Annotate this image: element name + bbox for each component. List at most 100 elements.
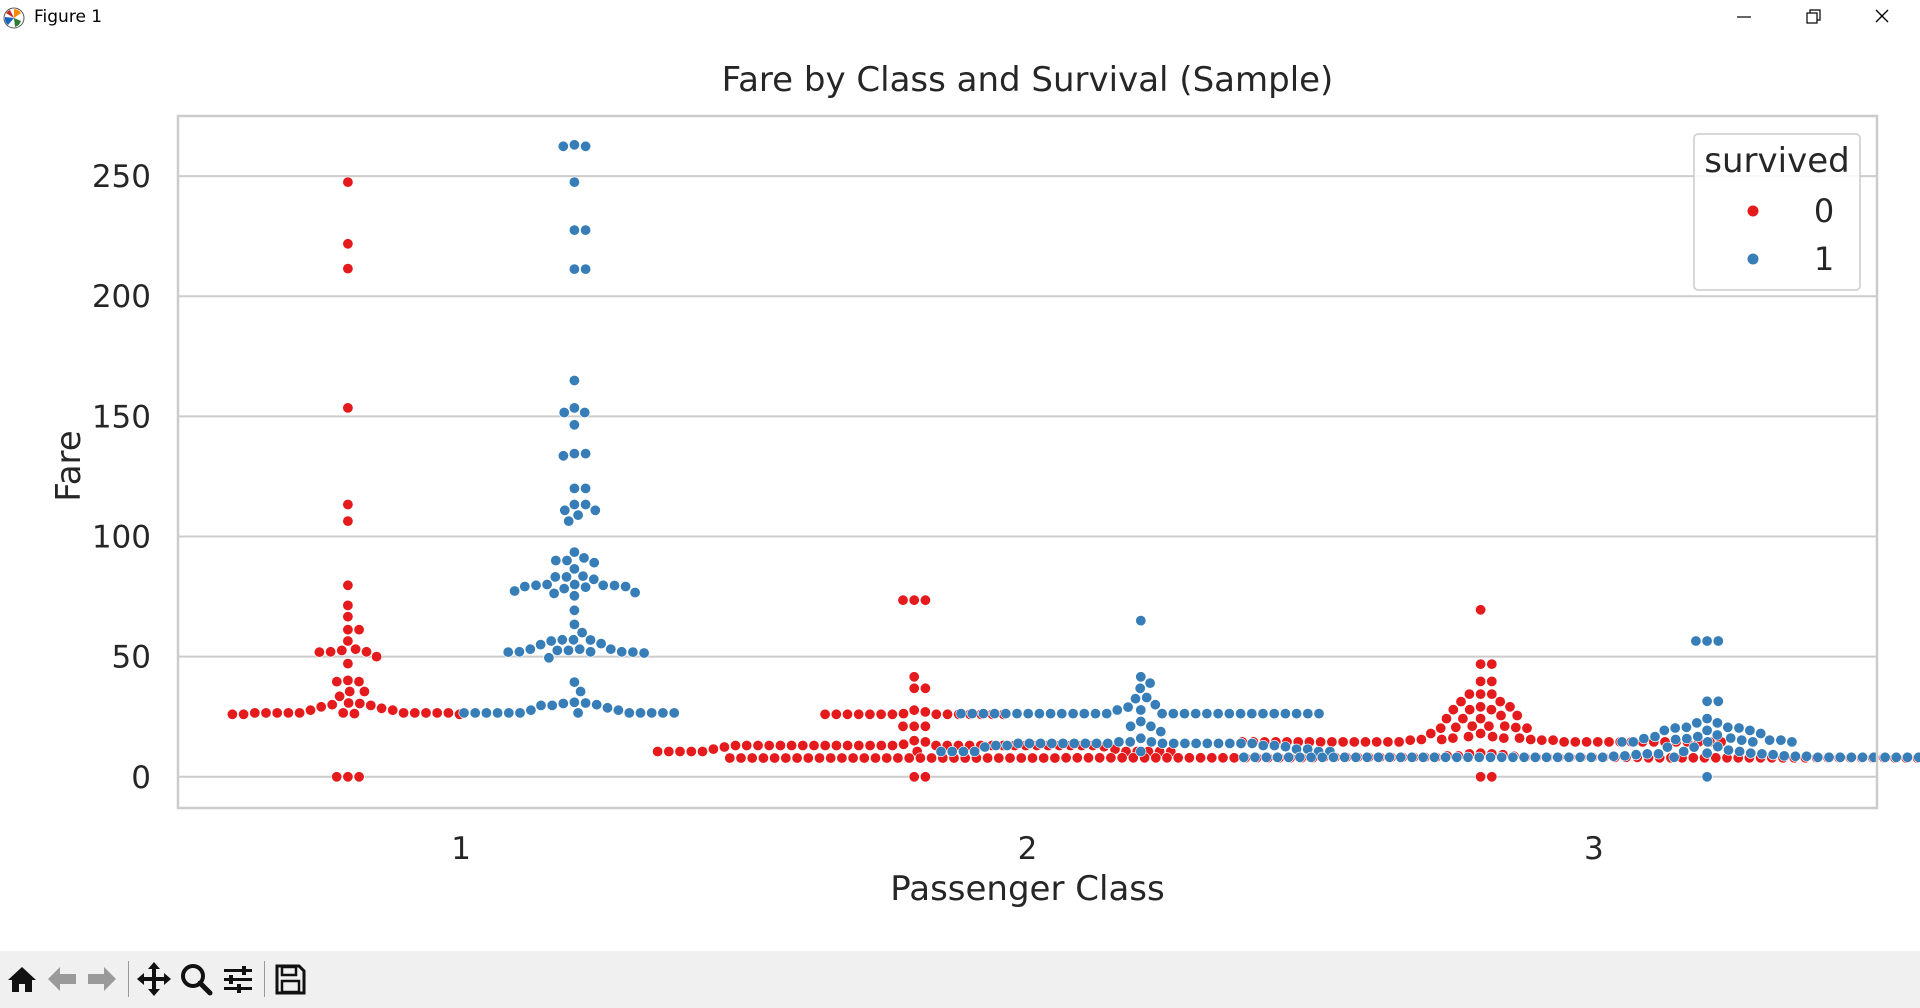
swarm-point: [1441, 713, 1453, 725]
swarm-point: [568, 590, 580, 602]
swarm-point: [1179, 708, 1191, 720]
zoom-button[interactable]: [178, 961, 214, 997]
swarm-point: [1116, 752, 1128, 764]
swarm-point: [1495, 709, 1507, 721]
pan-button[interactable]: [136, 961, 172, 997]
swarm-point: [886, 739, 898, 751]
swarm-point: [342, 599, 354, 611]
swarm-point: [1701, 747, 1713, 759]
swarm-point: [1235, 708, 1247, 720]
swarm-point: [331, 771, 343, 783]
swarm-point: [620, 580, 632, 592]
swarm-point: [847, 752, 859, 764]
swarm-point: [572, 509, 584, 521]
swarm-point: [1514, 732, 1526, 744]
swarm-point: [1653, 748, 1665, 760]
swarm-point: [842, 739, 854, 751]
swarm-point: [1496, 751, 1508, 763]
swarm-point: [1350, 751, 1362, 763]
swarm-point: [1337, 736, 1349, 748]
x-tick-label: 2: [1018, 831, 1038, 867]
swarm-point: [1450, 721, 1462, 733]
swarm-point: [1558, 736, 1570, 748]
swarm-point: [1680, 721, 1692, 733]
swarm-point: [1283, 751, 1295, 763]
swarm-point: [342, 658, 354, 670]
home-button[interactable]: [4, 961, 40, 997]
swarm-point: [1091, 737, 1103, 749]
swarm-point: [1395, 751, 1407, 763]
swarm-point: [1597, 751, 1609, 763]
swarm-point: [580, 224, 592, 236]
swarm-point: [1536, 734, 1548, 746]
swarm-point: [786, 739, 798, 751]
swarm-point: [1475, 658, 1487, 670]
forward-button[interactable]: [84, 961, 120, 997]
swarm-point: [1913, 751, 1920, 763]
swarm-point: [875, 708, 887, 720]
swarm-point: [1668, 751, 1680, 763]
swarm-point: [1619, 750, 1631, 762]
swarm-point: [1483, 720, 1495, 732]
swarm-point: [580, 263, 592, 275]
swarm-point: [1487, 731, 1499, 743]
swarm-point: [1475, 675, 1487, 687]
swarm-point: [836, 752, 848, 764]
save-button[interactable]: [272, 961, 308, 997]
swarm-point: [1035, 737, 1047, 749]
swarm-point: [492, 707, 504, 719]
swarm-point: [696, 745, 708, 757]
minimize-button[interactable]: [1710, 0, 1778, 34]
swarm-point: [1701, 713, 1713, 725]
swarm-point: [1518, 751, 1530, 763]
swarm-point: [1223, 708, 1235, 720]
back-arrow-icon: [48, 967, 76, 991]
y-axis-label: Fare: [49, 430, 89, 501]
swarm-point: [513, 646, 525, 658]
swarm-point: [926, 752, 938, 764]
swarm-point: [1094, 752, 1106, 764]
swarm-point: [503, 707, 515, 719]
swarm-point: [342, 579, 354, 591]
swarm-point: [557, 140, 569, 152]
swarm-point: [1134, 682, 1146, 694]
swarm-point: [797, 739, 809, 751]
swarm-point: [560, 571, 572, 583]
swarm-point: [580, 482, 592, 494]
swarm-point: [304, 704, 316, 716]
swarm-point: [1157, 737, 1169, 749]
configure-subplots-button[interactable]: [220, 961, 256, 997]
swarm-point: [579, 406, 591, 418]
figure-canvas[interactable]: 0 50 100 150 200 250 1 2 3 Fare by Class and Su…: [0, 34, 1920, 951]
swarm-point: [724, 752, 736, 764]
restore-button[interactable]: [1779, 0, 1847, 34]
swarm-point: [342, 674, 354, 686]
swarm-point: [1710, 752, 1722, 764]
close-button[interactable]: [1848, 0, 1916, 34]
forward-arrow-icon: [88, 967, 116, 991]
x-tick-label: 1: [451, 831, 471, 867]
swarm-point: [546, 699, 558, 711]
swarm-point: [864, 739, 876, 751]
swarm-point: [1692, 731, 1704, 743]
swarm-point: [919, 706, 931, 718]
swarm-point: [336, 644, 348, 656]
swarm-point: [568, 224, 580, 236]
swarm-point: [1890, 751, 1902, 763]
swarm-point: [1486, 688, 1498, 700]
swarm-point: [1135, 715, 1147, 727]
swarm-point: [898, 738, 910, 750]
swarm-point: [595, 638, 607, 650]
swarm-point: [646, 707, 658, 719]
back-button[interactable]: [44, 961, 80, 997]
legend-label-1: 1: [1814, 240, 1834, 278]
legend-marker-0: [1747, 205, 1759, 217]
swarm-point: [1190, 708, 1202, 720]
swarm-point: [1382, 736, 1394, 748]
swarm-point: [226, 708, 238, 720]
swarm-point: [1038, 752, 1050, 764]
swarm-point: [1630, 749, 1642, 761]
swarm-point: [966, 708, 978, 720]
swarm-point: [1581, 736, 1593, 748]
swarm-point: [1701, 635, 1713, 647]
